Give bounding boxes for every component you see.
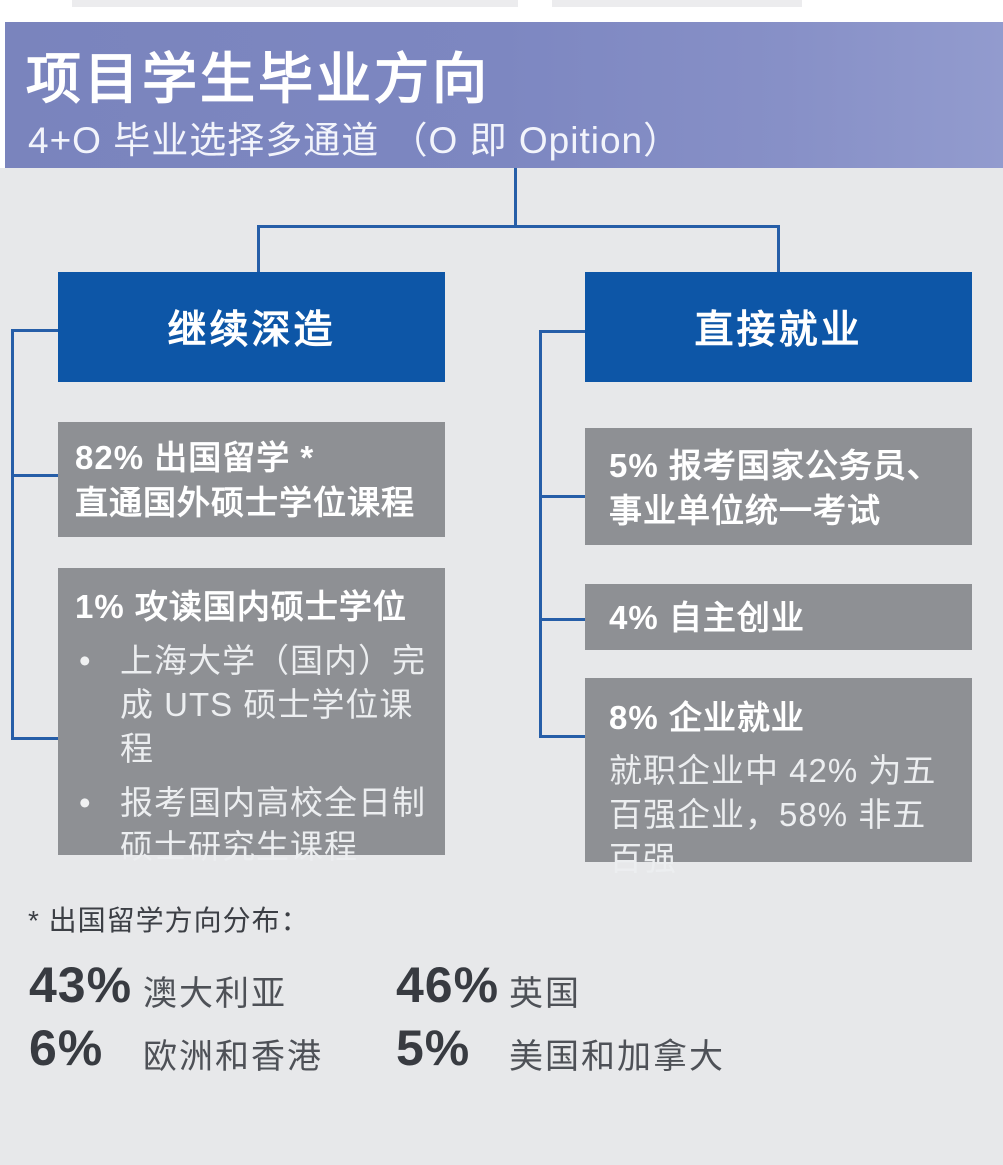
connector-left-bracket	[11, 329, 14, 740]
connector-stem	[514, 168, 517, 227]
node-heading-line: 5% 报考国家公务员、	[609, 447, 941, 484]
node-domestic-masters: 1% 攻读国内硕士学位 • 上海大学（国内）完成 UTS 硕士学位课程 • 报考…	[58, 568, 445, 865]
bullet-dot-icon: •	[79, 642, 91, 679]
stat-label-europe-hk: 欧洲和香港	[143, 1038, 323, 1076]
stat-label-us-canada: 美国和加拿大	[509, 1038, 725, 1076]
stat-label-australia: 澳大利亚	[143, 975, 287, 1013]
connector-right-bracket	[539, 330, 542, 738]
footnote-study-abroad-distribution: * 出国留学方向分布：	[28, 905, 310, 936]
top-edge-remnant-left	[72, 0, 518, 7]
stat-value-europe-hk: 6%	[29, 1020, 104, 1076]
title-banner: 项目学生毕业方向 4+O 毕业选择多通道 （O 即 Opition）	[5, 22, 1003, 168]
node-heading-line: 事业单位统一考试	[609, 492, 881, 529]
bullet-dot-icon: •	[79, 784, 91, 821]
node-body-text: 就职企业中 42% 为五百强企业，58% 非五百强	[609, 752, 937, 877]
node-heading: 1% 攻读国内硕士学位	[75, 588, 407, 625]
node-heading-line: 82% 出国留学 *	[75, 439, 315, 476]
node-heading: 8% 企业就业	[609, 699, 805, 736]
bullet-text: 上海大学（国内）完成 UTS 硕士学位课程	[120, 642, 426, 767]
page-subtitle: 4+O 毕业选择多通道 （O 即 Opition）	[28, 120, 682, 161]
stat-value-uk: 46%	[396, 957, 500, 1013]
page-title: 项目学生毕业方向	[26, 48, 491, 110]
bullet-item: • 上海大学（国内）完成 UTS 硕士学位课程	[75, 639, 431, 771]
connector-right-stub-header	[539, 330, 585, 333]
connector-left-drop	[257, 225, 260, 272]
stat-label-uk: 英国	[509, 975, 581, 1013]
node-heading-line: 直通国外硕士学位课程	[75, 484, 415, 521]
connector-left-stub-1	[11, 474, 58, 477]
connector-right-stub-2	[539, 618, 585, 621]
stat-value-australia: 43%	[29, 957, 133, 1013]
connector-right-stub-3	[539, 735, 585, 738]
branch-header-label: 直接就业	[694, 309, 863, 352]
bullet-item: • 报考国内高校全日制硕士研究生课程	[75, 781, 431, 869]
branch-header-direct-employment: 直接就业	[585, 272, 972, 382]
stat-value-us-canada: 5%	[396, 1020, 471, 1076]
connector-horizontal	[257, 225, 780, 228]
top-edge-remnant-right	[552, 0, 802, 7]
node-civil-service-exam: 5% 报考国家公务员、 事业单位统一考试	[585, 428, 972, 545]
bullet-text: 报考国内高校全日制硕士研究生课程	[120, 784, 426, 865]
connector-left-stub-2	[11, 737, 58, 740]
connector-left-stub-header	[11, 329, 58, 332]
connector-right-drop	[777, 225, 780, 272]
node-study-abroad: 82% 出国留学 * 直通国外硕士学位课程	[58, 422, 445, 537]
connector-right-stub-1	[539, 495, 585, 498]
node-heading: 4% 自主创业	[609, 599, 805, 636]
node-entrepreneurship: 4% 自主创业	[585, 584, 972, 650]
node-corporate-employment: 8% 企业就业 就职企业中 42% 为五百强企业，58% 非五百强	[585, 678, 972, 877]
branch-header-label: 继续深造	[167, 309, 336, 352]
branch-header-further-study: 继续深造	[58, 272, 445, 382]
